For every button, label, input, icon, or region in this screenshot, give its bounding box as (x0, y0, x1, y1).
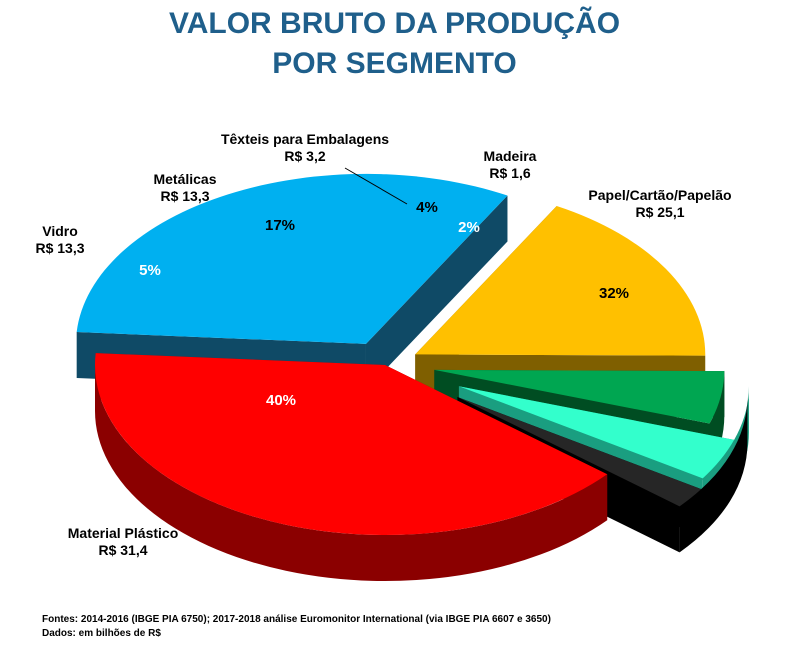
slice-percent-label: 32% (599, 285, 629, 302)
slice-value-label: R$ 25,1 (635, 204, 684, 220)
slice-wall-1-1 (365, 195, 508, 390)
footnote-source: Fontes: 2014-2016 (IBGE PIA 6750); 2017-… (42, 614, 551, 625)
slice-name-label: Papel/Cartão/Papelão (588, 187, 731, 203)
slice-top-4 (458, 386, 735, 479)
slice-value-label: R$ 13,3 (35, 240, 84, 256)
slice-percent-label: 4% (416, 199, 438, 216)
slice-name-label: Material Plástico (68, 525, 179, 541)
slice-name-label: Metálicas (153, 171, 216, 187)
slice-name-label: Madeira (484, 148, 537, 164)
slice-rim-5-0 (679, 397, 748, 553)
slice-percent-label: 5% (139, 262, 161, 279)
leader-line-texteis (344, 167, 408, 205)
footnote-units: Dados: em bilhões de R$ (42, 628, 161, 639)
slice-value-label: R$ 1,6 (489, 165, 530, 181)
slice-value-label: R$ 31,4 (98, 542, 147, 558)
slice-name-label: Têxteis para Embalagens (221, 131, 389, 147)
slice-top-1 (76, 173, 508, 344)
slice-rim-0-0 (95, 365, 608, 581)
slice-value-label: R$ 13,3 (160, 188, 209, 204)
chart-title-line-1: VALOR BRUTO DA PRODUÇÃO (168, 7, 621, 40)
pie-slice-0 (94, 353, 608, 581)
slice-percent-label: 40% (266, 392, 296, 409)
slice-value-label: R$ 3,2 (284, 148, 325, 164)
slice-name-label: Vidro (42, 223, 78, 239)
slice-percent-label: 2% (458, 219, 480, 236)
slice-top-2 (415, 206, 706, 356)
slice-percent-label: 17% (265, 217, 295, 234)
slice-top-0 (94, 353, 608, 535)
slice-top-5 (457, 397, 702, 507)
chart-title-line-2: POR SEGMENTO (272, 47, 517, 80)
slice-top-3 (434, 369, 725, 424)
